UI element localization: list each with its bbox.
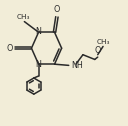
- Text: O: O: [54, 5, 60, 14]
- Text: O: O: [6, 44, 13, 53]
- Text: N: N: [36, 60, 41, 69]
- Text: O: O: [95, 46, 101, 55]
- Text: CH₃: CH₃: [96, 39, 110, 45]
- Text: N: N: [36, 27, 41, 36]
- Text: CH₃: CH₃: [16, 14, 30, 20]
- Text: NH: NH: [71, 61, 83, 70]
